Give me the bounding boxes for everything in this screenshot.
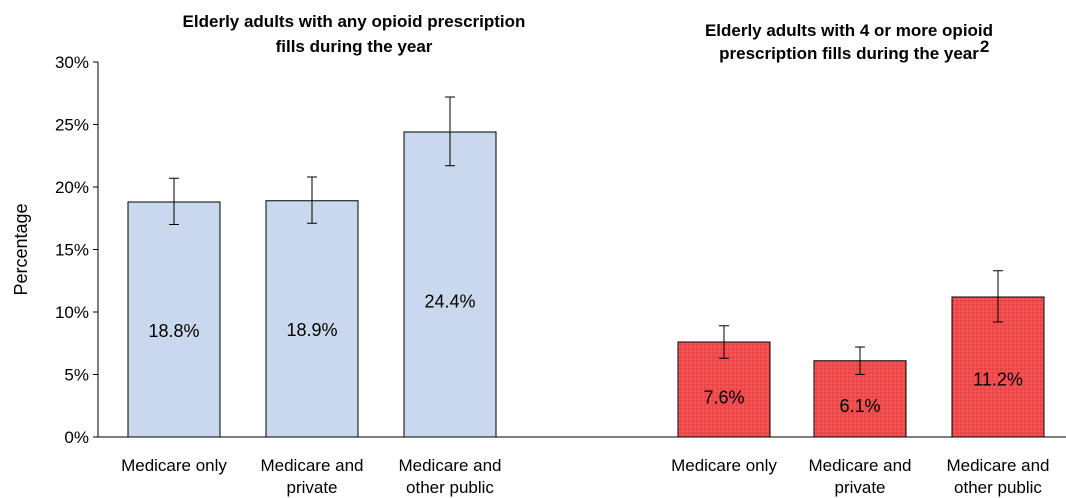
data-label: 6.1% <box>839 396 880 416</box>
x-tick-label: Medicare only <box>121 456 227 475</box>
panel-title: fills during the year <box>276 37 433 56</box>
data-label: 18.9% <box>286 320 337 340</box>
y-axis-label: Percentage <box>11 203 31 295</box>
y-tick-label: 15% <box>55 241 89 260</box>
panel-title-superscript: 2 <box>980 37 989 56</box>
bar <box>403 131 497 438</box>
panel-title: prescription fills during the year <box>719 44 979 63</box>
y-tick-label: 30% <box>55 53 89 72</box>
bar <box>127 201 221 438</box>
x-tick-label: private <box>834 478 885 497</box>
x-tick-label: other public <box>954 478 1042 497</box>
y-tick-label: 0% <box>64 428 89 447</box>
panel-title: Elderly adults with 4 or more opioid <box>705 21 993 40</box>
y-tick-label: 20% <box>55 178 89 197</box>
x-tick-label: Medicare only <box>671 456 777 475</box>
data-label: 24.4% <box>424 291 475 311</box>
panel-title: Elderly adults with any opioid prescript… <box>183 12 526 31</box>
x-tick-label: Medicare and <box>398 456 501 475</box>
data-label: 7.6% <box>703 388 744 408</box>
data-label: 11.2% <box>973 370 1023 390</box>
x-tick-label: Medicare and <box>808 456 911 475</box>
bar <box>265 200 359 438</box>
x-tick-label: Medicare and <box>260 456 363 475</box>
x-tick-label: other public <box>406 478 494 497</box>
y-tick-label: 10% <box>55 303 89 322</box>
y-tick-label: 5% <box>64 366 89 385</box>
data-label: 18.8% <box>148 321 199 341</box>
x-tick-label: private <box>286 478 337 497</box>
x-tick-label: Medicare and <box>946 456 1049 475</box>
y-tick-label: 25% <box>55 116 89 135</box>
